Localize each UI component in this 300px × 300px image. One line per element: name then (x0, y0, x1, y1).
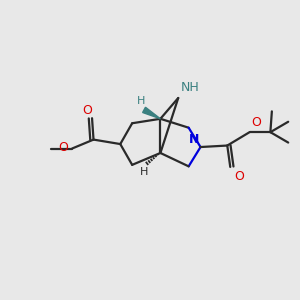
Polygon shape (142, 107, 160, 119)
Text: O: O (58, 140, 68, 154)
Text: O: O (251, 116, 261, 129)
Text: H: H (140, 167, 148, 177)
Text: H: H (137, 96, 145, 106)
Text: O: O (82, 104, 92, 117)
Text: N: N (189, 133, 199, 146)
Text: NH: NH (181, 81, 200, 94)
Text: O: O (234, 170, 244, 183)
